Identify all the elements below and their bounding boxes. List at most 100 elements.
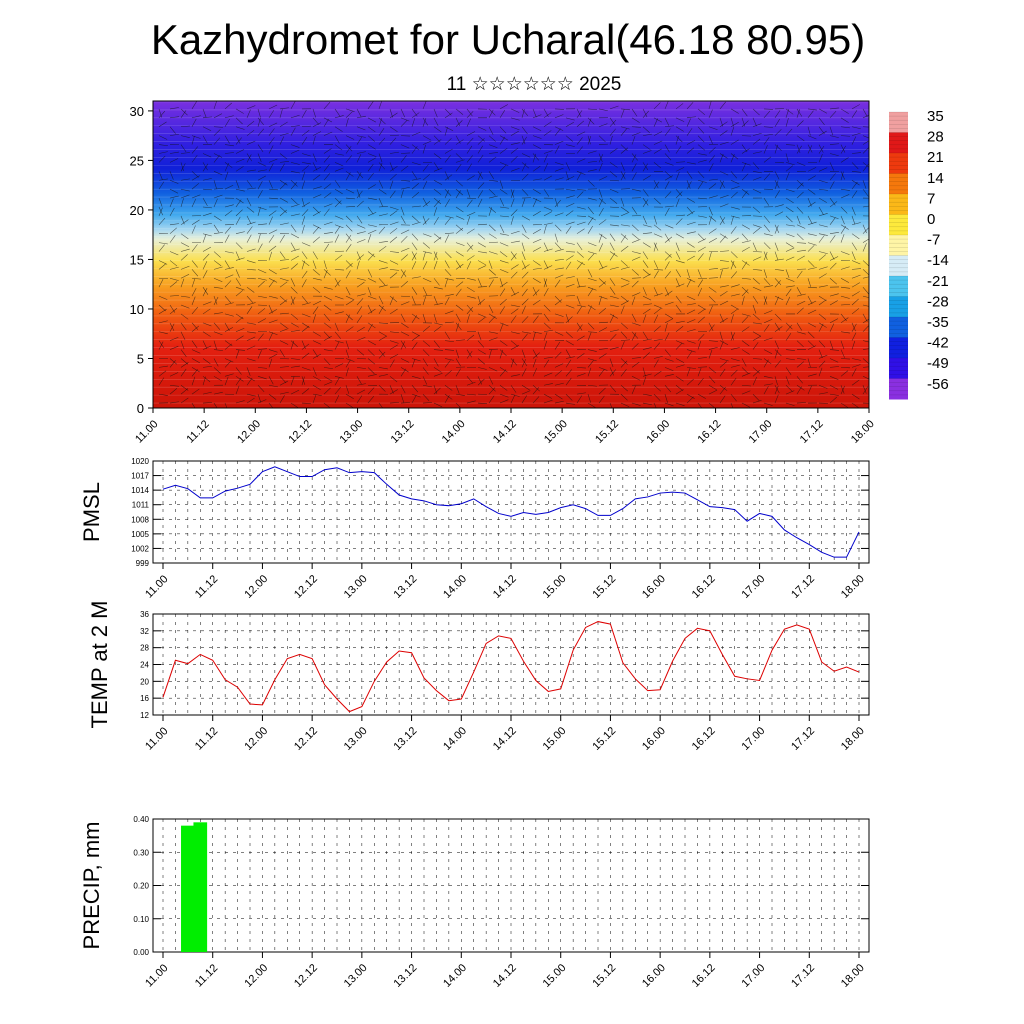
- wind-barb: [664, 144, 670, 153]
- wind-barb: [191, 306, 199, 315]
- wind-barb: [356, 389, 366, 395]
- wind-barb: [367, 367, 375, 374]
- wind-barb: [840, 171, 844, 181]
- wind-barb: [290, 358, 300, 360]
- wind-barb: [631, 269, 639, 276]
- wind-barb: [741, 316, 749, 324]
- heatmap-x-tick-label: 14.12: [491, 418, 519, 446]
- wind-barb: [191, 183, 200, 190]
- x-tick-label: 11.12: [193, 725, 220, 752]
- wind-barb: [741, 340, 750, 347]
- wind-barb: [576, 215, 586, 217]
- wind-barb: [455, 227, 464, 234]
- wind-barb: [609, 385, 617, 393]
- wind-barb: [444, 393, 453, 400]
- wind-barb: [840, 108, 849, 114]
- wind-barb: [499, 323, 504, 332]
- wind-barb: [543, 206, 553, 211]
- wind-barb: [697, 308, 706, 315]
- wind-barb: [411, 331, 421, 337]
- colorbar-segment: [889, 235, 908, 256]
- wind-barb: [301, 352, 310, 359]
- wind-barb: [356, 254, 365, 261]
- x-tick-label: 17.12: [789, 725, 817, 753]
- wind-barb: [345, 206, 355, 208]
- wind-barb: [323, 173, 331, 181]
- wind-barb: [840, 295, 850, 299]
- wind-barb: [169, 179, 179, 184]
- wind-barb: [510, 142, 520, 145]
- wind-barb: [609, 105, 619, 110]
- wind-barb: [719, 215, 725, 224]
- wind-barb: [840, 358, 850, 360]
- wind-barb: [301, 295, 308, 304]
- wind-barb: [290, 295, 295, 305]
- wind-barb: [268, 309, 277, 315]
- wind-barb: [323, 232, 333, 234]
- wind-barb: [202, 162, 208, 171]
- wind-barb: [730, 332, 736, 341]
- wind-barb: [235, 376, 244, 382]
- wind-barb: [444, 215, 454, 219]
- wind-barb: [554, 199, 561, 208]
- wind-barb: [246, 302, 256, 306]
- wind-barb: [433, 385, 438, 394]
- wind-barb: [202, 212, 212, 217]
- wind-barb: [774, 278, 782, 286]
- wind-barb: [851, 132, 861, 136]
- wind-barb: [378, 385, 386, 392]
- wind-barb: [587, 160, 597, 163]
- wind-barb: [422, 242, 431, 249]
- wind-barb: [268, 245, 277, 252]
- heatmap-y-tick-label: 0: [137, 401, 144, 416]
- wind-barb: [521, 368, 527, 377]
- wind-barb: [246, 269, 256, 271]
- wind-barb: [301, 130, 310, 136]
- wind-barb: [378, 197, 383, 207]
- wind-barb: [565, 377, 572, 386]
- wind-barb: [521, 153, 531, 158]
- wind-barb: [565, 122, 574, 127]
- colorbar-segment: [889, 255, 908, 277]
- wind-barb: [796, 109, 800, 118]
- wind-barb: [477, 171, 482, 181]
- wind-barb: [642, 199, 649, 208]
- wind-barb: [312, 226, 320, 234]
- wind-barb: [521, 358, 528, 367]
- wind-barb: [862, 224, 867, 234]
- wind-barb: [433, 295, 438, 305]
- wind-barb: [444, 260, 450, 269]
- wind-barb: [686, 147, 695, 154]
- wind-barb: [796, 135, 805, 142]
- wind-barb: [818, 188, 828, 191]
- wind-barb: [180, 274, 190, 279]
- wind-barb: [565, 331, 573, 338]
- wind-barb: [455, 322, 462, 331]
- wind-barb: [741, 173, 749, 181]
- x-tick-label: 14.12: [491, 962, 519, 990]
- wind-barb: [752, 256, 762, 261]
- wind-barb: [840, 385, 845, 394]
- wind-barb: [631, 292, 641, 297]
- wind-barb: [609, 402, 613, 408]
- wind-barb: [697, 377, 704, 386]
- x-tick-label: 13.00: [342, 962, 370, 990]
- wind-barb: [400, 367, 409, 373]
- wind-barb: [235, 166, 244, 172]
- x-tick-label: 17.00: [739, 573, 767, 601]
- wind-barb: [433, 153, 442, 160]
- wind-barb: [653, 308, 662, 315]
- wind-barb: [400, 313, 406, 322]
- wind-barb: [345, 367, 349, 377]
- y-tick-label: 1011: [132, 501, 150, 510]
- wind-barb: [323, 183, 332, 190]
- wind-barb: [202, 246, 211, 252]
- wind-barb: [246, 169, 256, 172]
- wind-barb: [543, 288, 549, 297]
- wind-barb: [807, 300, 817, 306]
- wind-barb: [532, 165, 541, 172]
- wind-barb: [191, 115, 201, 119]
- wind-barb: [752, 367, 760, 374]
- wind-barb: [675, 326, 684, 332]
- wind-barb: [477, 278, 482, 287]
